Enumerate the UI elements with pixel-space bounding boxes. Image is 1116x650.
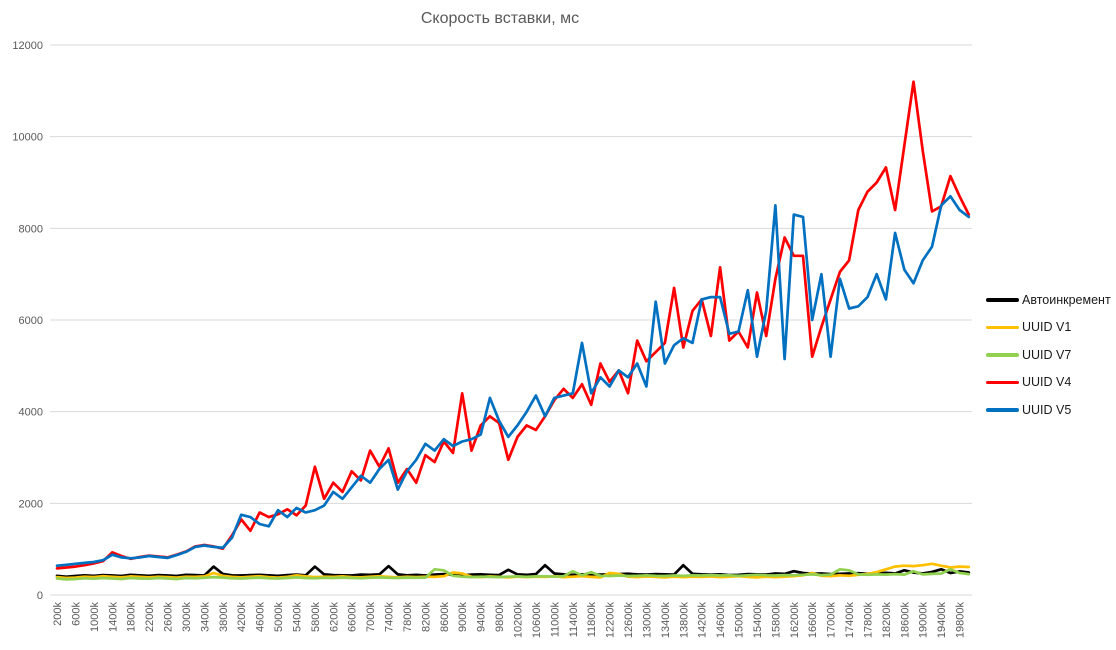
x-axis-tick-label: 16200k — [789, 602, 801, 639]
x-axis-tick-label: 14200k — [697, 602, 709, 639]
x-axis-tick-label: 2200k — [144, 602, 156, 632]
x-axis-tick-label: 12200k — [605, 602, 617, 639]
x-axis-tick-label: 14600k — [715, 602, 727, 639]
series-line-UUID V7 — [55, 567, 971, 581]
x-axis-tick-label: 1800k — [126, 602, 138, 632]
x-axis-tick-label: 6600k — [347, 602, 359, 632]
x-axis-tick-label: 10200k — [513, 602, 525, 639]
legend-label: Автоинкремент — [1022, 292, 1111, 307]
x-axis-tick-label: 17400k — [844, 602, 856, 639]
x-axis-tick-label: 19800k — [955, 602, 967, 639]
legend-item-UUID V5: UUID V5 — [986, 396, 1111, 424]
x-axis-tick-label: 17000k — [826, 602, 838, 639]
chart-title: Скорость вставки, мс — [420, 10, 580, 27]
legend-item-UUID V1: UUID V1 — [986, 314, 1111, 342]
legend-label: UUID V4 — [1022, 375, 1072, 390]
legend-line-swatch — [986, 353, 1019, 357]
x-axis-tick-label: 7000k — [365, 602, 377, 632]
x-axis-tick-label: 11800k — [586, 602, 598, 638]
x-axis-tick-label: 5800k — [310, 602, 322, 632]
legend-line-swatch — [986, 325, 1019, 329]
y-axis-tick-label: 0 — [37, 590, 43, 602]
x-axis-tick-label: 16600k — [807, 602, 819, 639]
x-axis-tick-label: 5400k — [291, 602, 303, 632]
x-axis-tick-label: 3000k — [181, 602, 193, 632]
x-axis-tick-label: 1400k — [107, 602, 119, 632]
x-axis-tick-label: 12600k — [623, 602, 635, 639]
x-axis-tick-label: 7400k — [384, 602, 396, 632]
x-axis-tick-label: 19400k — [936, 602, 948, 639]
legend-label: UUID V5 — [1022, 402, 1072, 417]
y-axis-tick-label: 4000 — [19, 407, 43, 419]
legend-line-swatch — [986, 408, 1019, 412]
x-axis-tick-label: 15000k — [734, 602, 746, 639]
x-axis-tick-label: 9000k — [457, 602, 469, 632]
x-axis-tick-label: 15800k — [770, 602, 782, 639]
x-axis-tick-label: 7800k — [402, 602, 414, 632]
x-axis-tick-label: 2600k — [163, 602, 175, 632]
x-axis-tick-label: 8600k — [439, 602, 451, 632]
chart-legend: Автоинкремент UUID V1 UUID V7 UUID V4 UUID V… — [986, 286, 1111, 424]
y-axis-tick-label: 2000 — [19, 498, 43, 510]
y-axis-tick-label: 12000 — [12, 40, 43, 52]
x-axis-tick-label: 18600k — [899, 602, 911, 639]
x-axis-tick-label: 6200k — [328, 602, 340, 632]
x-axis-tick-label: 13400k — [660, 602, 672, 639]
x-axis-tick-label: 13000k — [641, 602, 653, 639]
x-axis-tick-label: 4600k — [255, 602, 267, 632]
x-axis-tick-label: 200k — [52, 602, 64, 626]
x-axis-tick-label: 600k — [70, 602, 82, 626]
x-axis-tick-label: 1000k — [89, 602, 101, 632]
legend-item-UUID V4: UUID V4 — [986, 369, 1111, 397]
legend-label: UUID V1 — [1022, 320, 1072, 335]
y-axis-tick-label: 6000 — [19, 315, 43, 327]
x-axis-tick-label: 11400k — [568, 602, 580, 638]
legend-item-Автоинкремент: Автоинкремент — [986, 286, 1111, 314]
legend-line-swatch — [986, 298, 1019, 302]
x-axis-tick-label: 11000k — [549, 602, 561, 638]
y-axis-tick-label: 10000 — [12, 132, 43, 144]
x-axis-tick-label: 17800k — [862, 602, 874, 639]
x-axis-tick-label: 4200k — [236, 602, 248, 632]
x-axis-tick-label: 3400k — [199, 602, 211, 632]
x-axis-tick-label: 9400k — [476, 602, 488, 632]
x-axis-tick-label: 8200k — [420, 602, 432, 632]
y-axis-tick-label: 8000 — [19, 223, 43, 235]
x-axis-tick-label: 19000k — [918, 602, 930, 639]
x-axis-tick-label: 3800k — [218, 602, 230, 632]
x-axis-tick-label: 13800k — [678, 602, 690, 639]
x-axis-tick-label: 5000k — [273, 602, 285, 632]
series-line-UUID V4 — [55, 80, 971, 570]
legend-label: UUID V7 — [1022, 347, 1072, 362]
x-axis-tick-label: 10600k — [531, 602, 543, 639]
x-axis-tick-label: 15400k — [752, 602, 764, 639]
legend-line-swatch — [986, 380, 1019, 384]
legend-item-UUID V7: UUID V7 — [986, 341, 1111, 369]
series-line-UUID V5 — [55, 194, 971, 568]
x-axis-tick-label: 18200k — [881, 602, 893, 639]
x-axis-tick-label: 9800k — [494, 602, 506, 632]
